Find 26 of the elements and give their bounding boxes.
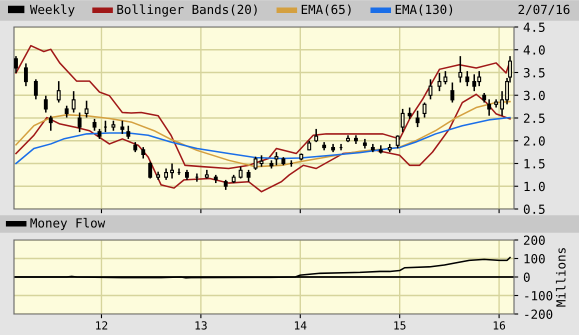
y-tick-label: 2.0 xyxy=(524,136,545,146)
y-axis-title: Millions xyxy=(556,248,566,307)
x-tick-label: 14 xyxy=(294,321,306,330)
y-tick-label: 1.5 xyxy=(524,159,545,168)
text: 2/07/16 xyxy=(518,4,570,16)
chart-title: Weekly xyxy=(30,4,75,17)
y-tick-label: 4.5 xyxy=(524,22,545,32)
y-tick-label: 200 xyxy=(524,236,545,245)
y-tick-label: -200 xyxy=(525,310,552,319)
y-tick-label: 100 xyxy=(524,254,545,264)
y-tick-label: 1.0 xyxy=(524,182,545,192)
y-tick-label: 2.5 xyxy=(524,114,545,123)
y-tick-label: 4.0 xyxy=(524,45,545,55)
legend-label: EMA(65) xyxy=(302,4,351,16)
x-tick-label: 12 xyxy=(96,321,108,330)
y-tick-label: 3.5 xyxy=(524,68,545,78)
legend-label: Money Flow xyxy=(30,218,106,230)
y-tick-label: 0 xyxy=(524,272,530,282)
x-tick-label: 13 xyxy=(196,321,207,330)
y-tick-label: 0.5 xyxy=(524,204,545,214)
y-tick-label: -100 xyxy=(525,291,552,300)
legend-label: EMA(130) xyxy=(396,4,452,16)
legend-label: Bollinger Bands(20) xyxy=(117,4,257,17)
y-tick-label: 3.0 xyxy=(524,90,545,100)
x-tick-label: 15 xyxy=(394,321,406,330)
x-tick-label: 16 xyxy=(494,321,506,330)
